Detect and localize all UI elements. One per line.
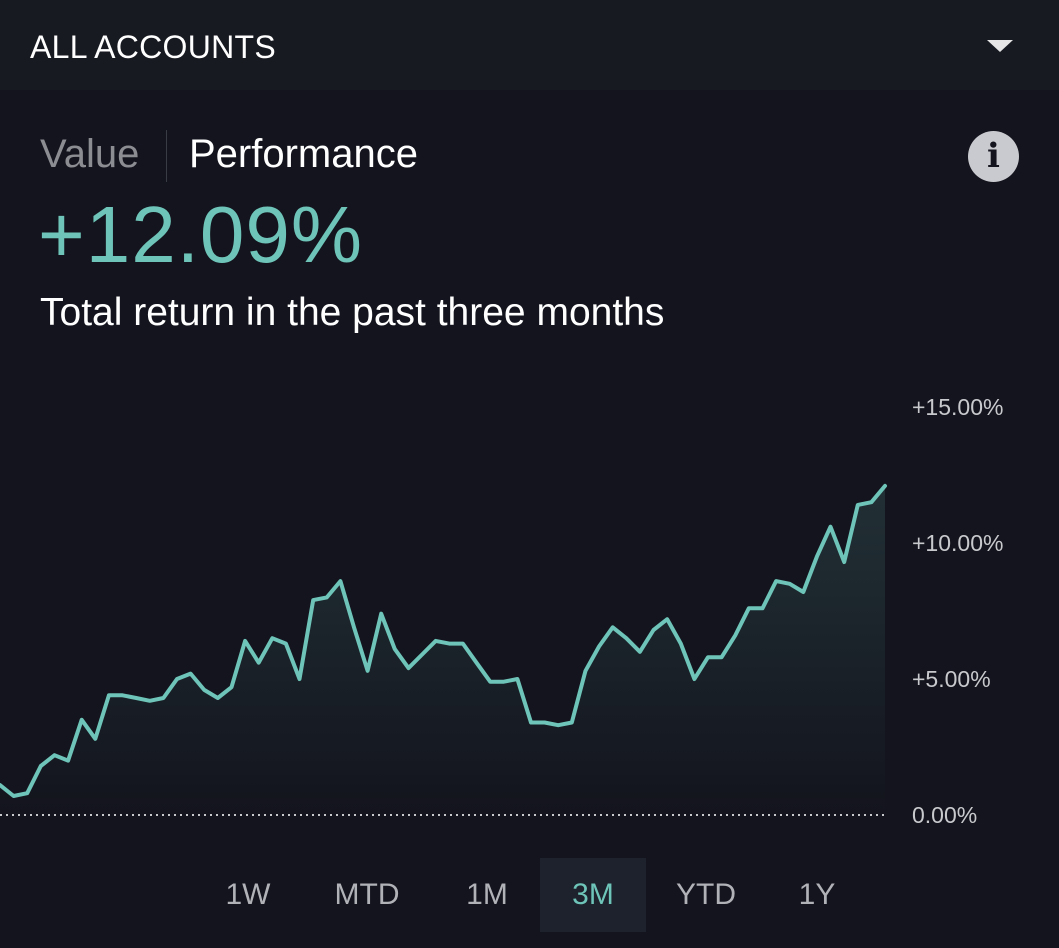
chart-point bbox=[829, 525, 833, 529]
range-tab-1m[interactable]: 1M bbox=[466, 878, 508, 911]
chart-point bbox=[665, 617, 669, 621]
chart-point bbox=[733, 634, 737, 638]
chart-area-fill bbox=[0, 485, 885, 815]
range-tab-mtd[interactable]: MTD bbox=[334, 878, 400, 911]
chart-point bbox=[53, 753, 57, 757]
chart-point bbox=[93, 737, 97, 741]
chart-point bbox=[175, 677, 179, 681]
performance-chart: 0.00% +5.00% +10.00% +15.00% bbox=[0, 394, 1003, 828]
chart-point bbox=[366, 669, 370, 673]
total-return-value: +12.09% bbox=[38, 190, 364, 279]
chart-point bbox=[720, 655, 724, 659]
y-axis-tick-label: +10.00% bbox=[912, 530, 1003, 556]
chart-point bbox=[216, 696, 220, 700]
chart-point bbox=[298, 677, 302, 681]
chart-point bbox=[515, 677, 519, 681]
chart-point bbox=[325, 595, 329, 599]
chart-point bbox=[461, 642, 465, 646]
chart-point bbox=[434, 639, 438, 643]
range-tab-ytd[interactable]: YTD bbox=[676, 878, 736, 911]
chart-point bbox=[624, 636, 628, 640]
chart-point bbox=[502, 680, 506, 684]
chart-point bbox=[597, 644, 601, 648]
chart-point bbox=[488, 680, 492, 684]
tab-divider bbox=[166, 130, 167, 182]
chart-point bbox=[638, 650, 642, 654]
chart-point bbox=[243, 639, 247, 643]
chart-point bbox=[121, 693, 125, 697]
chart-point bbox=[134, 696, 138, 700]
chart-point bbox=[856, 503, 860, 507]
y-axis-tick-label: +15.00% bbox=[912, 394, 1003, 420]
chart-point bbox=[379, 612, 383, 616]
chart-point bbox=[407, 666, 411, 670]
chart-point bbox=[570, 721, 574, 725]
chart-point bbox=[352, 625, 356, 629]
chart-series-line bbox=[0, 483, 887, 798]
y-axis-tick-label: 0.00% bbox=[912, 802, 977, 828]
chart-point bbox=[706, 655, 710, 659]
chart-point bbox=[842, 560, 846, 564]
chart-point bbox=[270, 636, 274, 640]
chart-point bbox=[311, 598, 315, 602]
range-tab-1w[interactable]: 1W bbox=[225, 878, 271, 911]
chart-point bbox=[447, 642, 451, 646]
chart-point bbox=[393, 647, 397, 651]
chart-point bbox=[189, 672, 193, 676]
chart-point bbox=[556, 723, 560, 727]
chart-point bbox=[883, 484, 887, 488]
tab-value[interactable]: Value bbox=[40, 132, 140, 176]
chart-point bbox=[12, 794, 16, 798]
chart-point bbox=[202, 688, 206, 692]
chart-point bbox=[161, 696, 165, 700]
chevron-down-icon[interactable] bbox=[987, 40, 1013, 52]
chart-point bbox=[80, 718, 84, 722]
chart-point bbox=[692, 677, 696, 681]
chart-point bbox=[66, 759, 70, 763]
y-axis-tick-label: +5.00% bbox=[912, 666, 991, 692]
chart-point bbox=[107, 693, 111, 697]
info-icon[interactable]: i bbox=[968, 131, 1019, 182]
range-tab-1y[interactable]: 1Y bbox=[798, 878, 836, 911]
chart-point bbox=[284, 642, 288, 646]
chart-point bbox=[801, 590, 805, 594]
chart-point bbox=[679, 642, 683, 646]
total-return-caption: Total return in the past three months bbox=[40, 291, 665, 334]
chart-point bbox=[475, 661, 479, 665]
chart-point bbox=[25, 791, 29, 795]
chart-point bbox=[543, 721, 547, 725]
chart-point bbox=[257, 661, 261, 665]
range-tab-3m[interactable]: 3M bbox=[540, 858, 646, 932]
chart-point bbox=[774, 579, 778, 583]
chart-point bbox=[788, 582, 792, 586]
chart-point bbox=[338, 579, 342, 583]
chart-point bbox=[869, 500, 873, 504]
chart-point bbox=[584, 669, 588, 673]
chart-point bbox=[529, 721, 533, 725]
chart-point bbox=[148, 699, 152, 703]
chart-point bbox=[611, 625, 615, 629]
account-selector[interactable]: ALL ACCOUNTS bbox=[0, 0, 1059, 90]
chart-point bbox=[747, 606, 751, 610]
account-selector-label: ALL ACCOUNTS bbox=[30, 29, 277, 65]
time-range-tabs: 1W MTD 1M 3M YTD 1Y bbox=[0, 858, 1059, 932]
chart-point bbox=[761, 606, 765, 610]
chart-point bbox=[420, 653, 424, 657]
chart-point bbox=[230, 685, 234, 689]
tab-performance[interactable]: Performance bbox=[189, 132, 418, 176]
chart-point bbox=[39, 764, 43, 768]
chart-point bbox=[652, 628, 656, 632]
chart-point bbox=[815, 555, 819, 559]
